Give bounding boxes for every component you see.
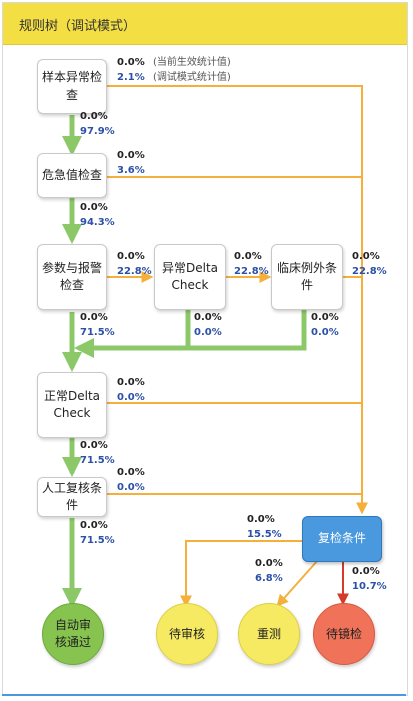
stat-recheck-to-retest: 0.0% 6.8% (255, 556, 283, 586)
stat-debug-value: 0.0% (311, 327, 339, 338)
node-recheck-condition-label: 复检条件 (317, 531, 366, 546)
node-recheck-condition[interactable]: 复检条件 (302, 516, 382, 562)
node-abnormal-delta-label: 异常Delta Check (161, 260, 219, 292)
stat-critical-down: 0.0% 94.3% (80, 200, 115, 230)
stat-debug-value: 15.5% (247, 529, 282, 540)
node-param-alarm-check[interactable]: 参数与报警检查 (37, 244, 107, 310)
stat-current-value: 0.0% (352, 251, 380, 262)
stat-current-value: 0.0% (80, 312, 108, 323)
terminal-pending-review[interactable]: 待审核 (156, 603, 218, 665)
node-manual-review[interactable]: 人工复核条件 (37, 477, 107, 517)
stat-current-value: 0.0% (80, 111, 108, 122)
stat-debug-value: 6.8% (255, 573, 283, 584)
stat-current-value: 0.0% (247, 514, 275, 525)
stat-current-value: 0.0% (117, 251, 145, 262)
legend-current-text: (当前生效统计值) (153, 57, 231, 68)
stat-debug-value: 0.0% (194, 327, 222, 338)
legend-debug-text: (调试模式统计值) (153, 72, 231, 83)
green-edge-clinical-merge (190, 310, 307, 351)
node-abnormal-delta[interactable]: 异常Delta Check (154, 244, 226, 310)
node-critical-check[interactable]: 危急值检查 (37, 153, 107, 198)
stat-sample-right: 0.0% 2.1% (117, 55, 145, 85)
stat-debug-value: 22.8% (117, 266, 152, 277)
title-bar: 规则树（调试模式） (3, 3, 407, 45)
orange-edge-sample-recheck (107, 85, 363, 512)
terminal-auto-approve[interactable]: 自动审核通过 (42, 603, 104, 665)
stat-debug-value: 22.8% (352, 266, 387, 277)
node-sample-check-label: 样本异常检查 (42, 70, 103, 102)
stat-critical-right: 0.0% 3.6% (117, 148, 145, 178)
stat-current-value: 0.0% (117, 467, 145, 478)
panel-bottom-border (2, 694, 406, 696)
green-edge-abnormal-merge (74, 310, 191, 358)
stat-clinical-down: 0.0% 0.0% (311, 310, 339, 340)
stat-manual-down: 0.0% 71.5% (80, 518, 115, 548)
node-sample-check[interactable]: 样本异常检查 (37, 59, 107, 114)
legend-current: (当前生效统计值) (153, 55, 231, 70)
node-manual-review-label: 人工复核条件 (42, 480, 103, 512)
stat-debug-value: 97.9% (80, 126, 115, 137)
stat-sample-down: 0.0% 97.9% (80, 109, 115, 139)
orange-edge-recheck-retest (276, 559, 319, 607)
legend-debug: (调试模式统计值) (153, 70, 231, 85)
stat-debug-value: 71.5% (80, 535, 115, 546)
stat-current-value: 0.0% (194, 312, 222, 323)
stat-debug-value: 10.7% (352, 581, 387, 592)
stat-current-value: 0.0% (80, 520, 108, 531)
stat-clinical-right: 0.0% 22.8% (352, 249, 387, 279)
stat-recheck-to-pending: 0.0% 15.5% (247, 512, 282, 542)
node-clinical-exception-label: 临床例外条件 (276, 260, 337, 292)
stat-current-value: 0.0% (234, 251, 262, 262)
stat-param-right: 0.0% 22.8% (117, 249, 152, 279)
stat-current-value: 0.0% (80, 202, 108, 213)
stat-current-value: 0.0% (311, 312, 339, 323)
node-param-alarm-check-label: 参数与报警检查 (42, 260, 103, 292)
terminal-pending-review-label: 待审核 (168, 626, 205, 641)
stat-recheck-to-microscopy: 0.0% 10.7% (352, 564, 387, 594)
stat-abnormal-right: 0.0% 22.8% (234, 249, 269, 279)
stat-debug-value: 22.8% (234, 266, 269, 277)
stat-manual-right: 0.0% 0.0% (117, 465, 145, 495)
stat-current-value: 0.0% (80, 440, 108, 451)
stat-current-value: 0.0% (255, 558, 283, 569)
terminal-pending-microscopy[interactable]: 待镜检 (313, 603, 375, 665)
stat-param-down: 0.0% 71.5% (80, 310, 115, 340)
stat-debug-value: 3.6% (117, 165, 145, 176)
stat-debug-value: 0.0% (117, 482, 145, 493)
stat-debug-value: 94.3% (80, 217, 115, 228)
terminal-retest[interactable]: 重测 (238, 603, 300, 665)
orange-edge-recheck-pending (180, 540, 302, 608)
stat-current-value: 0.0% (352, 566, 380, 577)
node-normal-delta[interactable]: 正常Delta Check (37, 372, 107, 438)
stat-normal-down: 0.0% 71.5% (80, 438, 115, 468)
stat-debug-value: 2.1% (117, 72, 145, 83)
node-critical-check-label: 危急值检查 (42, 167, 103, 182)
terminal-pending-microscopy-label: 待镜检 (325, 626, 362, 641)
stat-current-value: 0.0% (117, 57, 145, 68)
stat-debug-value: 71.5% (80, 327, 115, 338)
node-clinical-exception[interactable]: 临床例外条件 (271, 244, 343, 310)
stat-debug-value: 71.5% (80, 455, 115, 466)
terminal-auto-approve-label: 自动审核通过 (54, 618, 91, 649)
node-normal-delta-label: 正常Delta Check (43, 388, 101, 420)
stat-debug-value: 0.0% (117, 392, 145, 403)
panel-title: 规则树（调试模式） (19, 19, 137, 34)
stat-abnormal-down: 0.0% 0.0% (194, 310, 222, 340)
stat-normal-right: 0.0% 0.0% (117, 375, 145, 405)
terminal-retest-label: 重测 (256, 626, 281, 641)
stat-current-value: 0.0% (117, 150, 145, 161)
stat-current-value: 0.0% (117, 377, 145, 388)
